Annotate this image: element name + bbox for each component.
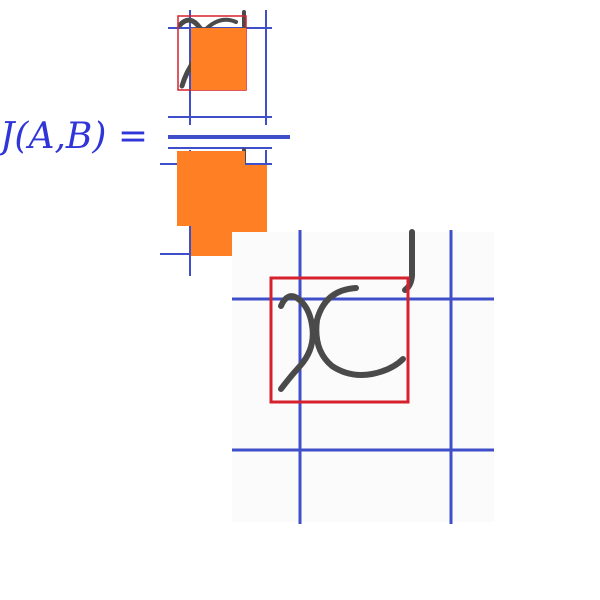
glyph-stroke-top <box>402 229 415 293</box>
denominator-thumbnail <box>160 147 272 276</box>
denominator-union-fill <box>177 151 267 256</box>
glyph-stroke-arc <box>313 285 406 378</box>
formula-lhs: J(A,B) = <box>0 116 148 157</box>
bounding-box-a <box>269 276 410 404</box>
enlarged-sample <box>232 229 494 524</box>
numerator-thumbnail <box>168 10 272 125</box>
glyph-stroke-left <box>278 293 316 392</box>
handwritten-x-glyph-icon <box>278 229 415 392</box>
numerator-intersection-fill <box>191 28 246 90</box>
numerator-stroke-arc <box>203 17 238 32</box>
